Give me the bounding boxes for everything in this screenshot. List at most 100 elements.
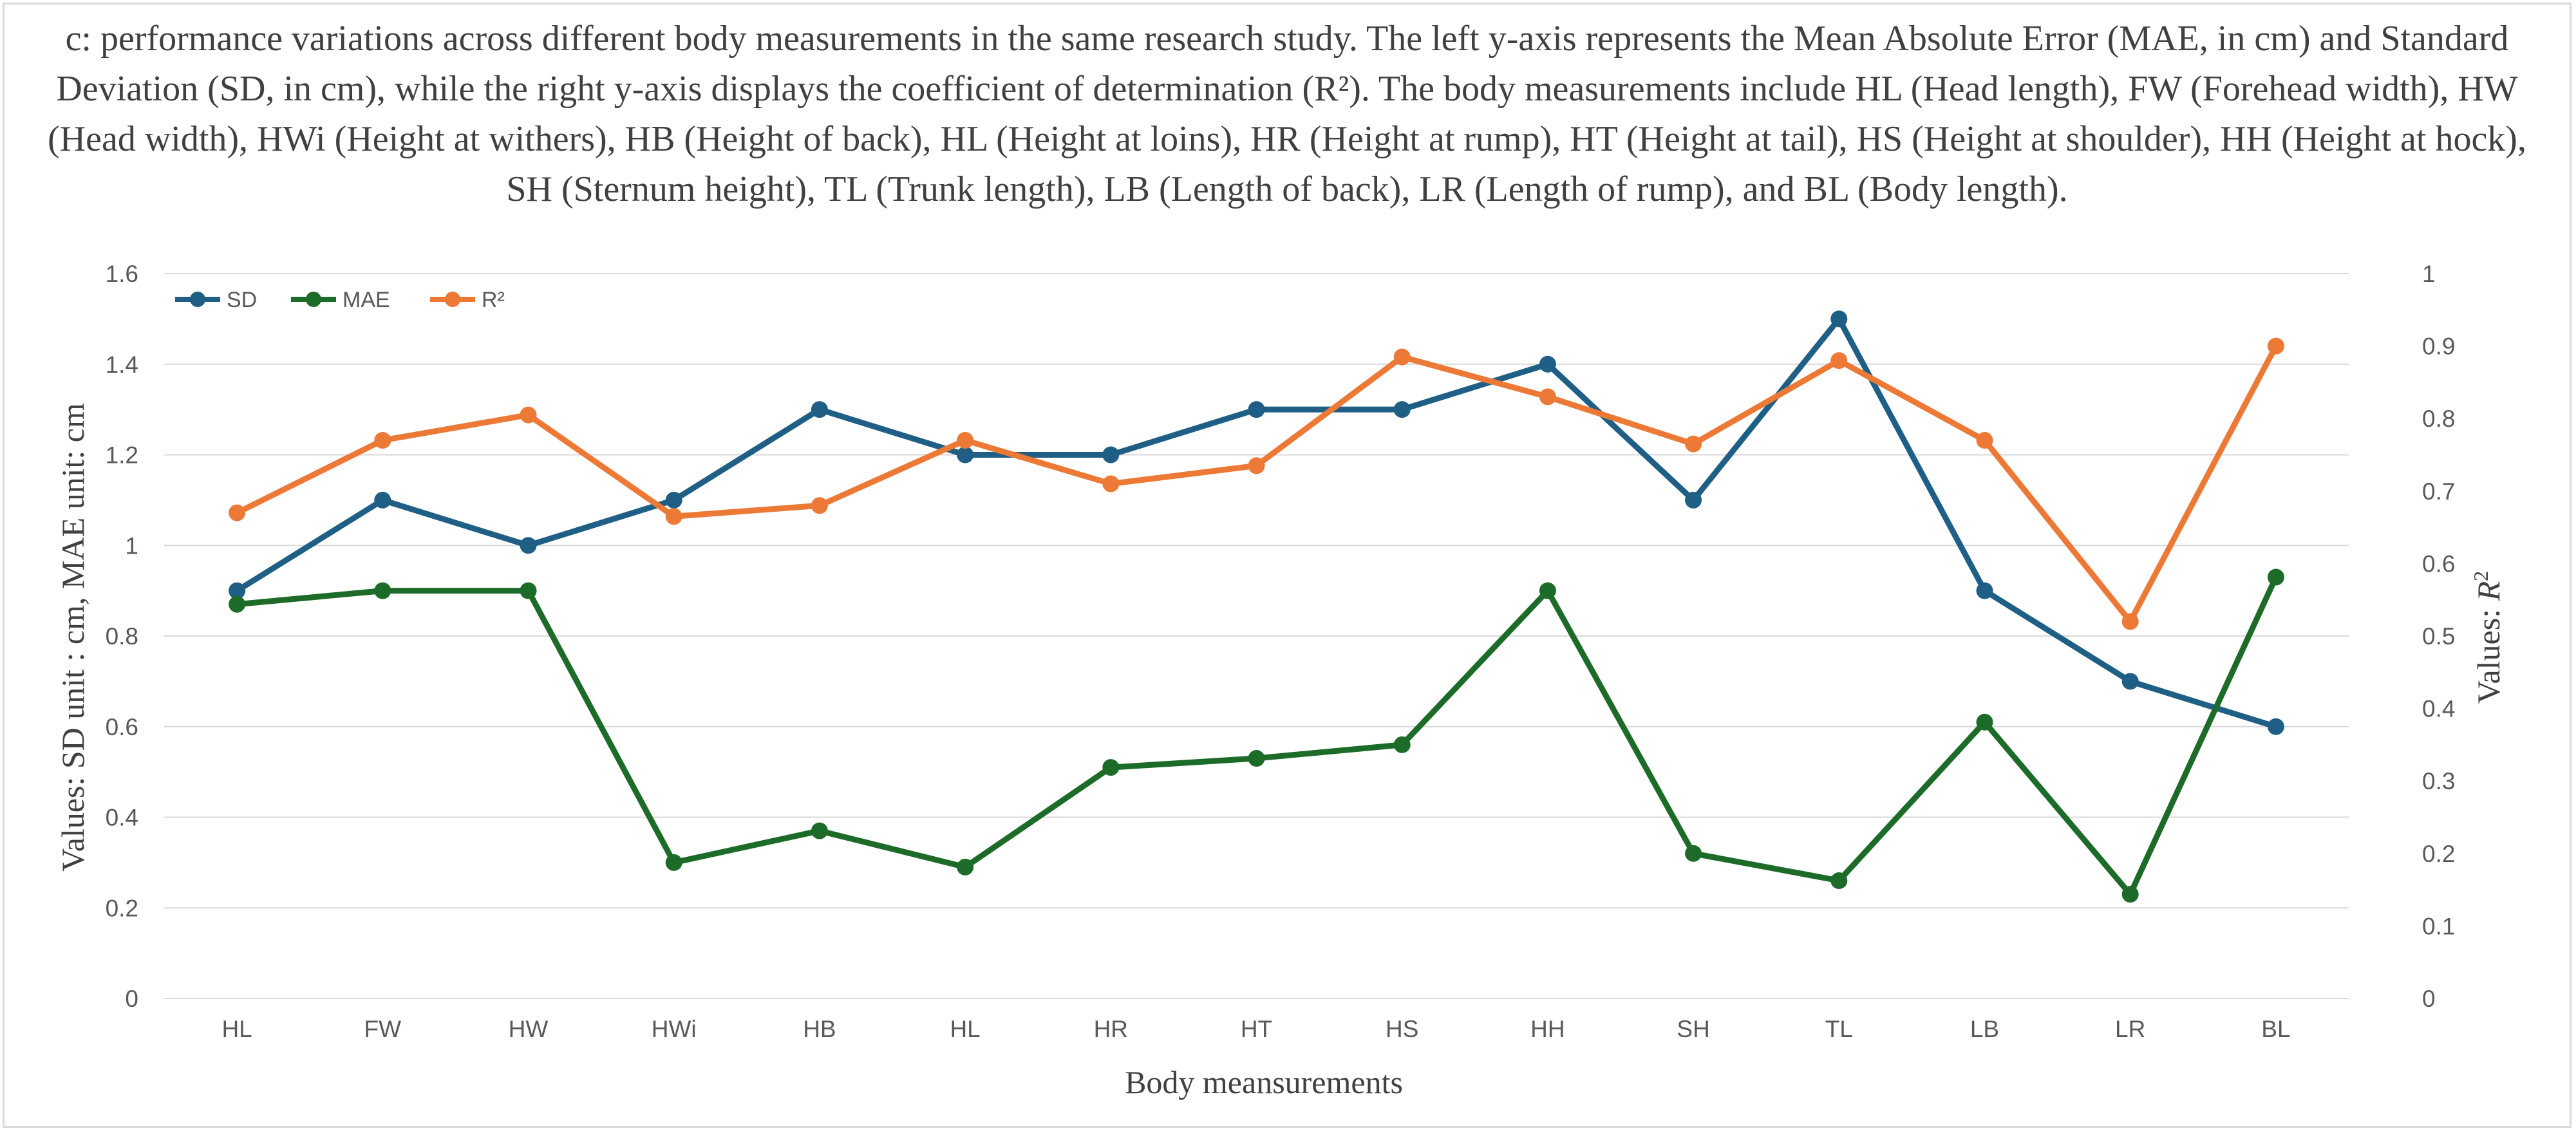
point-mae-9 <box>1539 583 1556 599</box>
x-tick-sh-10: SH <box>1677 1016 1709 1042</box>
x-axis-title: Body meansurements <box>1125 1064 1403 1100</box>
right-y-axis-title: Values: R2 <box>2469 571 2506 704</box>
left-y-tick-2: 0.4 <box>106 805 138 831</box>
x-tick-hl-0: HL <box>221 1016 252 1042</box>
point-r-12 <box>1977 432 1993 449</box>
left-y-tick-0: 0 <box>125 986 138 1012</box>
point-mae-2 <box>520 583 537 599</box>
point-sd-3 <box>666 492 682 509</box>
right-y-tick-6: 0.6 <box>2422 550 2455 577</box>
point-mae-3 <box>666 854 682 871</box>
point-mae-13 <box>2122 886 2139 903</box>
series-mae <box>229 569 2284 903</box>
point-sd-9 <box>1539 356 1556 373</box>
x-tick-ht-7: HT <box>1241 1016 1272 1042</box>
left-y-tick-6: 1.2 <box>106 442 138 469</box>
left-y-tick-8: 1.6 <box>106 261 138 287</box>
point-r-6 <box>1102 476 1119 492</box>
point-sd-10 <box>1685 492 1702 509</box>
point-mae-8 <box>1394 736 1411 753</box>
point-mae-7 <box>1248 750 1265 767</box>
x-tick-hl-5: HL <box>950 1016 980 1042</box>
point-r-5 <box>957 432 973 449</box>
point-r-1 <box>374 432 391 449</box>
legend-label-mae: MAE <box>343 288 390 312</box>
point-r-9 <box>1539 388 1556 405</box>
series-line-mae <box>237 577 2276 895</box>
x-tick-bl-14: BL <box>2261 1016 2290 1042</box>
point-r-14 <box>2268 338 2284 355</box>
left-y-tick-4: 0.8 <box>106 623 138 650</box>
point-r-0 <box>229 505 245 521</box>
point-r-11 <box>1830 352 1847 369</box>
point-sd-1 <box>374 492 391 509</box>
legend-marker-sd <box>190 292 205 307</box>
legend-item-r: R² <box>430 288 505 312</box>
right-y-ticks: 00.10.20.30.40.50.60.70.80.91 <box>2422 261 2455 1012</box>
point-sd-7 <box>1248 401 1265 418</box>
right-y-tick-10: 1 <box>2422 261 2436 287</box>
left-y-tick-1: 0.2 <box>106 895 138 921</box>
left-y-tick-7: 1.4 <box>106 351 138 378</box>
point-r-8 <box>1394 348 1411 365</box>
point-sd-12 <box>1977 583 1993 599</box>
right-y-axis-title-sup: 2 <box>2469 571 2492 581</box>
right-y-tick-1: 0.1 <box>2422 913 2455 939</box>
point-r-4 <box>811 497 828 514</box>
legend: SD MAE R² <box>175 288 505 312</box>
right-y-axis-title-prefix: Values: <box>2470 601 2506 704</box>
left-y-tick-5: 1 <box>125 532 138 559</box>
point-r-3 <box>666 508 682 525</box>
point-mae-14 <box>2268 569 2284 586</box>
x-tick-hs-8: HS <box>1386 1016 1418 1042</box>
series-line-sd <box>237 319 2276 726</box>
x-tick-hh-9: HH <box>1530 1016 1565 1042</box>
point-r-13 <box>2122 613 2139 630</box>
point-sd-11 <box>1830 310 1847 327</box>
left-y-axis-title: Values: SD unit : cm, MAE unit: cm <box>55 403 91 872</box>
right-y-tick-7: 0.7 <box>2422 478 2455 505</box>
point-mae-1 <box>374 583 391 599</box>
right-y-tick-4: 0.4 <box>2422 696 2455 722</box>
x-tick-lb-12: LB <box>1970 1016 1999 1042</box>
point-mae-5 <box>957 859 973 876</box>
x-ticks: HLFWHWHWiHBHLHRHTHSHHSHTLLBLRBL <box>221 1016 2290 1042</box>
right-y-axis-title-symbol: R <box>2470 581 2506 602</box>
series-r <box>229 338 2284 630</box>
point-mae-6 <box>1102 759 1119 776</box>
point-mae-11 <box>1830 872 1847 889</box>
series-group <box>229 310 2284 903</box>
legend-item-sd: SD <box>175 288 257 312</box>
point-r-10 <box>1685 436 1702 453</box>
legend-label-r: R² <box>482 288 505 312</box>
right-y-tick-5: 0.5 <box>2422 623 2455 650</box>
point-mae-10 <box>1685 845 1702 862</box>
right-y-tick-0: 0 <box>2422 986 2436 1012</box>
legend-marker-mae <box>306 292 321 307</box>
x-tick-lr-13: LR <box>2115 1016 2145 1042</box>
x-tick-hr-6: HR <box>1094 1016 1128 1042</box>
left-y-tick-3: 0.6 <box>106 714 138 740</box>
left-y-ticks: 0 0.2 0.4 0.6 0.8 1 1.2 1.4 1.6 <box>106 261 138 1012</box>
x-tick-tl-11: TL <box>1825 1016 1853 1042</box>
point-mae-4 <box>811 823 828 839</box>
point-sd-2 <box>520 537 537 554</box>
point-sd-6 <box>1102 447 1119 464</box>
x-tick-fw-1: FW <box>364 1016 402 1042</box>
point-mae-12 <box>1977 714 1993 731</box>
point-sd-5 <box>957 447 973 464</box>
legend-label-sd: SD <box>227 288 257 312</box>
x-tick-hb-4: HB <box>803 1016 836 1042</box>
point-sd-14 <box>2268 718 2284 735</box>
right-y-tick-9: 0.9 <box>2422 333 2455 360</box>
right-y-tick-8: 0.8 <box>2422 406 2455 432</box>
point-mae-0 <box>229 596 245 613</box>
x-tick-hwi-3: HWi <box>652 1016 697 1042</box>
series-sd <box>229 310 2284 735</box>
series-line-r <box>237 346 2276 622</box>
point-sd-8 <box>1394 401 1411 418</box>
point-sd-4 <box>811 401 828 418</box>
legend-item-mae: MAE <box>291 288 390 312</box>
point-r-2 <box>520 407 537 424</box>
